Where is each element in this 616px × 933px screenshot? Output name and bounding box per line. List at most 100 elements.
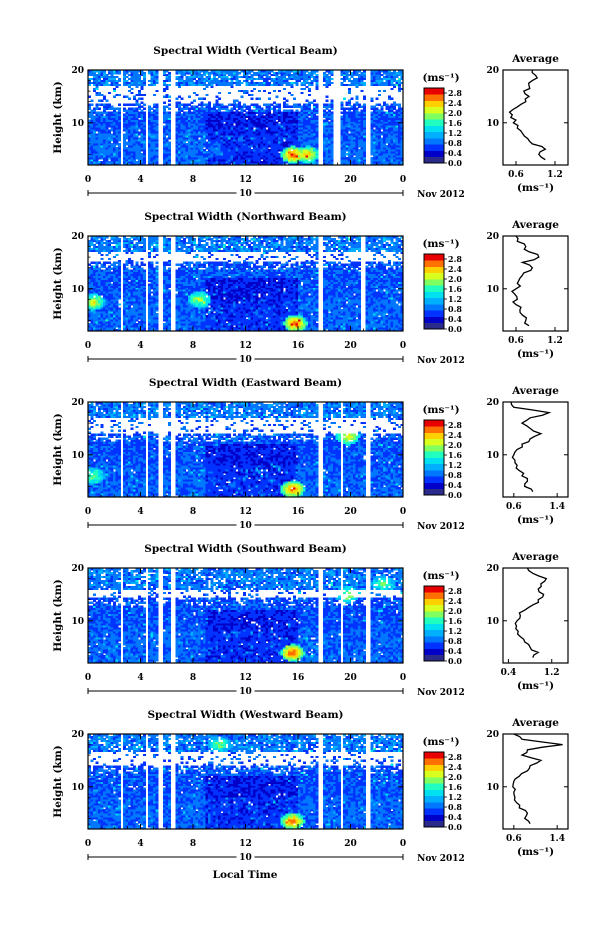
heatmap-cell xyxy=(286,80,289,82)
heatmap-cell xyxy=(116,123,119,125)
heatmap-cell xyxy=(123,323,126,325)
heatmap-cell xyxy=(343,129,346,131)
heatmap-cell xyxy=(298,141,301,143)
heatmap-cell xyxy=(381,153,384,155)
heatmap-cell xyxy=(193,100,196,102)
heatmap-cell xyxy=(276,129,279,131)
heatmap-cell xyxy=(188,155,191,157)
heatmap-cell xyxy=(281,133,284,135)
heatmap-cell xyxy=(123,311,126,313)
heatmap-cell xyxy=(391,143,394,145)
heatmap-cell xyxy=(123,270,126,272)
heatmap-cell xyxy=(138,139,141,141)
heatmap-cell xyxy=(238,161,241,163)
heatmap-cell xyxy=(371,80,374,82)
heatmap-cell xyxy=(386,84,389,86)
heatmap-cell xyxy=(93,121,96,123)
heatmap-cell xyxy=(101,127,104,129)
heatmap-cell xyxy=(118,321,121,323)
heatmap-cell xyxy=(151,80,154,82)
heatmap-cell xyxy=(153,131,156,133)
heatmap-cell xyxy=(246,157,249,159)
heatmap-cell xyxy=(133,121,136,123)
colorbar-tick-label: 1.6 xyxy=(448,118,462,128)
heatmap-cell xyxy=(298,133,301,135)
heatmap-cell xyxy=(106,151,109,153)
heatmap-cell xyxy=(211,78,214,80)
heatmap-cell xyxy=(328,151,331,153)
heatmap-cell xyxy=(96,297,99,299)
heatmap-cell xyxy=(286,145,289,147)
heatmap-cell xyxy=(266,135,269,137)
heatmap-cell xyxy=(221,143,224,145)
heatmap-cell xyxy=(273,133,276,135)
heatmap-cell xyxy=(138,84,141,86)
heatmap-cell xyxy=(151,118,154,120)
heatmap-cell xyxy=(291,153,294,155)
heatmap-cell xyxy=(193,155,196,157)
heatmap-cell xyxy=(216,129,219,131)
heatmap-cell xyxy=(248,137,251,139)
heatmap-cell xyxy=(186,119,189,121)
heatmap-cell xyxy=(351,119,354,121)
heatmap-cell xyxy=(351,127,354,129)
heatmap-cell xyxy=(221,80,224,82)
heatmap-cell xyxy=(288,159,291,161)
heatmap-cell xyxy=(191,147,194,149)
heatmap-cell xyxy=(268,121,271,123)
heatmap-cell xyxy=(281,119,284,121)
heatmap-cell xyxy=(113,272,116,274)
heatmap-cell xyxy=(91,323,94,325)
heatmap-cell xyxy=(241,151,244,153)
heatmap-cell xyxy=(91,143,94,145)
heatmap-cell xyxy=(263,90,266,92)
heatmap-cell xyxy=(268,116,271,118)
heatmap-cell xyxy=(313,106,316,108)
heatmap-cell xyxy=(383,153,386,155)
heatmap-cell xyxy=(91,110,94,112)
heatmap-cell xyxy=(213,129,216,131)
heatmap-cell xyxy=(116,289,119,291)
heatmap-cell xyxy=(351,123,354,125)
heatmap-cell xyxy=(243,155,246,157)
heatmap-cell xyxy=(191,123,194,125)
heatmap-cell xyxy=(223,149,226,151)
heatmap-cell xyxy=(256,110,259,112)
heatmap-cell xyxy=(226,123,229,125)
heatmap-cell xyxy=(176,102,179,104)
heatmap-cell xyxy=(101,284,104,286)
heatmap-cell xyxy=(346,147,349,149)
heatmap-cell xyxy=(103,305,106,307)
heatmap-cell xyxy=(376,135,379,137)
heatmap-cell xyxy=(281,143,284,145)
heatmap-cell xyxy=(91,266,94,268)
heatmap-cell xyxy=(373,145,376,147)
heatmap-cell xyxy=(301,78,304,80)
heatmap-cell xyxy=(191,135,194,137)
heatmap-cell xyxy=(376,143,379,145)
heatmap-cell xyxy=(156,143,159,145)
heatmap-cell xyxy=(101,141,104,143)
heatmap-cell xyxy=(98,76,101,78)
heatmap-cell xyxy=(256,137,259,139)
heatmap-cell xyxy=(106,76,109,78)
heatmap-cell xyxy=(223,74,226,76)
heatmap-cell xyxy=(398,159,401,161)
heatmap-cell xyxy=(258,137,261,139)
heatmap-cell xyxy=(166,118,169,120)
heatmap-cell xyxy=(123,159,126,161)
heatmap-cell xyxy=(218,98,221,100)
heatmap-cell xyxy=(206,135,209,137)
heatmap-cell xyxy=(103,76,106,78)
heatmap-cell xyxy=(308,141,311,143)
heatmap-cell xyxy=(293,114,296,116)
heatmap-cell xyxy=(108,248,111,250)
heatmap-cell xyxy=(206,119,209,121)
heatmap-cell xyxy=(271,155,274,157)
heatmap-cell xyxy=(163,129,166,131)
heatmap-cell xyxy=(313,76,316,78)
heatmap-cell xyxy=(91,325,94,327)
heatmap-cell xyxy=(306,78,309,80)
heatmap-cell xyxy=(271,143,274,145)
heatmap-cell xyxy=(261,137,264,139)
